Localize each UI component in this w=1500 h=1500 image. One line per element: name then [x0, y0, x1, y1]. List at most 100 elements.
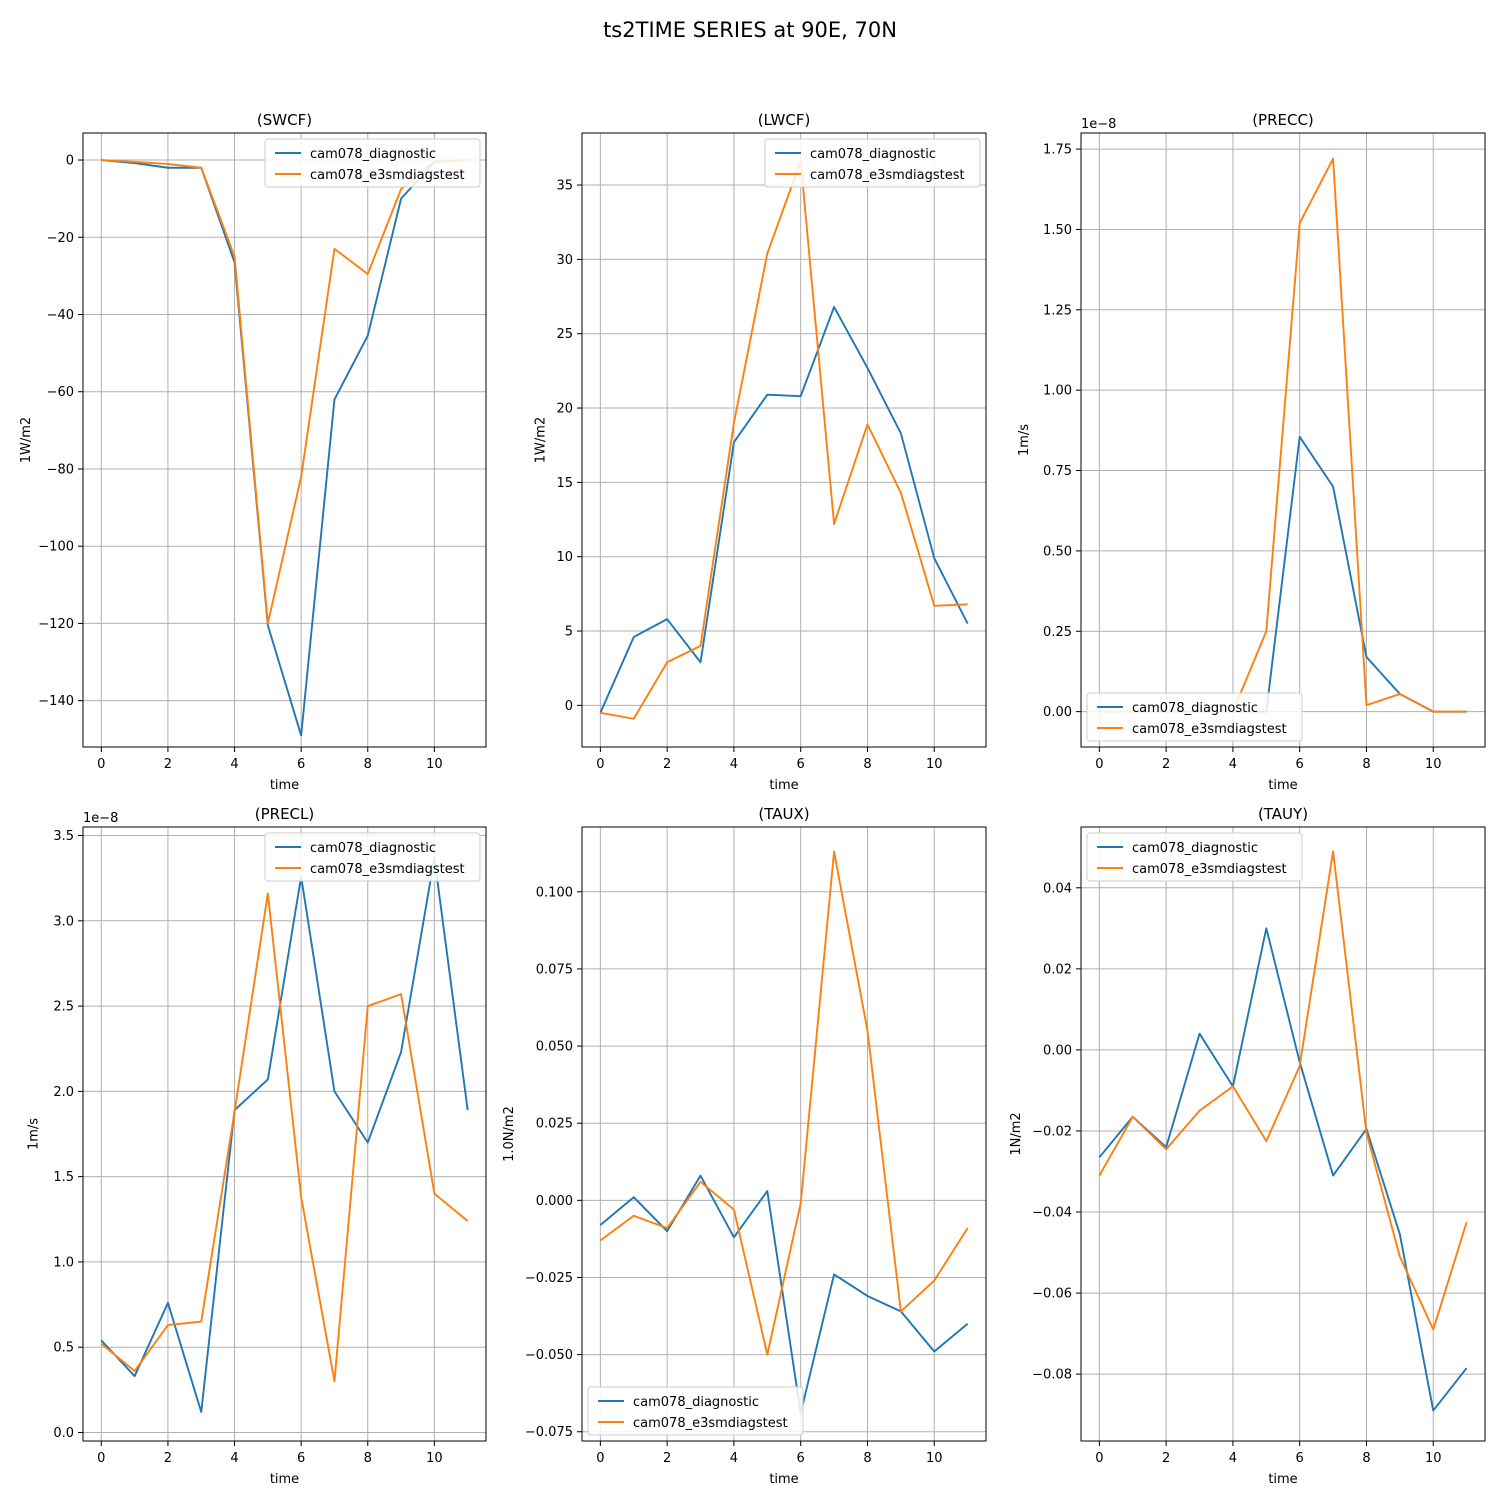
subplot-tauy: 0 2 4 6 8 10 −0.08 −0.06 −0.04 −0.02 0.00 0.02 0.04 (… [1009, 805, 1486, 1487]
x-tick-label: 10 [426, 757, 443, 772]
series-line-1 [101, 159, 468, 737]
legend-box [264, 832, 481, 882]
series-line-2 [100, 892, 469, 1383]
y-tick-label: −60 [47, 385, 74, 400]
subplot-swcf: 0 2 4 6 8 10 −140 −120 −100 −80 −60 −40 −20 0 (SWCF) ti… [19, 111, 487, 793]
x-tick-label: 10 [926, 757, 943, 772]
y-tick-label: −0.04 [1032, 1206, 1072, 1221]
x-tick-label: 6 [297, 1451, 305, 1466]
x-tick-label: 2 [1162, 757, 1170, 772]
legend: cam078_diagnostic cam078_e3smdiagstest [764, 138, 981, 188]
y-tick-label: 1.25 [1043, 303, 1072, 318]
legend-label: cam078_e3smdiagstest [633, 1416, 788, 1431]
x-tick-label: 2 [1162, 1451, 1170, 1466]
y-tick-label: 20 [556, 402, 573, 417]
y-tick-label: −0.02 [1032, 1124, 1072, 1139]
x-axis-label: time [270, 1472, 299, 1487]
legend-box [1086, 692, 1303, 742]
legend-label: cam078_e3smdiagstest [310, 862, 465, 877]
y-axis-label: 1.0N/m2 [502, 1106, 517, 1162]
y-tick-label: 35 [556, 179, 573, 194]
x-tick-label: 8 [364, 757, 372, 772]
y-tick-label: 0.25 [1043, 625, 1072, 640]
x-tick-label: 0 [596, 1451, 604, 1466]
x-tick-label: 0 [97, 1451, 105, 1466]
axes-frame [581, 132, 987, 748]
y-tick-label: 0.100 [536, 885, 573, 900]
legend-label: cam078_e3smdiagstest [1132, 722, 1287, 737]
y-tick-label: −100 [38, 540, 74, 555]
legend-label: cam078_diagnostic [633, 1395, 759, 1410]
y-tick-label: −80 [47, 462, 74, 477]
y-tick-label: 0.0 [53, 1426, 74, 1441]
x-tick-label: 10 [1425, 757, 1442, 772]
series-line-2 [600, 160, 968, 720]
y-tick-label: 10 [556, 550, 573, 565]
x-tick-label: 8 [1362, 1451, 1370, 1466]
series-line-1 [599, 305, 969, 714]
x-tick-label: 4 [730, 757, 738, 772]
y-tick-label: 3.5 [53, 829, 74, 844]
y-tick-label: −0.050 [525, 1348, 573, 1363]
x-axis-label: time [1268, 778, 1297, 793]
x-tick-label: 2 [663, 1451, 671, 1466]
series-line-1 [1098, 927, 1468, 1412]
series-line-2 [1098, 850, 1468, 1331]
y-tick-label: 0.50 [1043, 544, 1072, 559]
legend-label: cam078_diagnostic [810, 147, 936, 162]
x-tick-label: 6 [1296, 1451, 1304, 1466]
x-tick-label: 6 [797, 757, 805, 772]
x-tick-label: 8 [863, 757, 871, 772]
y-tick-label: 0.00 [1043, 1043, 1072, 1058]
y-tick-label: 1.50 [1043, 223, 1072, 238]
subplot-lwcf: 0 2 4 6 8 10 0 5 10 15 20 25 30 35 (LWCF) time 1W/m2 cam0… [533, 111, 987, 793]
y-tick-label: 5 [565, 625, 573, 640]
y-tick-label: 0 [565, 699, 573, 714]
x-tick-label: 8 [1362, 757, 1370, 772]
legend-label: cam078_diagnostic [1132, 841, 1258, 856]
x-tick-label: 4 [230, 1451, 238, 1466]
y-tick-label: 0.050 [536, 1040, 573, 1055]
legend-label: cam078_e3smdiagstest [310, 168, 465, 183]
y-axis-label: 1m/s [27, 1118, 42, 1150]
y-axis-label: 1m/s [1017, 424, 1032, 456]
x-tick-label: 2 [164, 1451, 172, 1466]
y-tick-label: −20 [47, 231, 74, 246]
y-tick-label: 0.04 [1043, 881, 1072, 896]
y-tick-label: −140 [38, 694, 74, 709]
legend-label: cam078_e3smdiagstest [810, 168, 965, 183]
axes-frame [82, 826, 487, 1442]
x-tick-label: 4 [730, 1451, 738, 1466]
subplot-title: (TAUX) [758, 805, 809, 823]
legend-label: cam078_e3smdiagstest [1132, 862, 1287, 877]
x-tick-label: 6 [297, 757, 305, 772]
x-axis-label: time [769, 1472, 798, 1487]
x-tick-label: 0 [596, 757, 604, 772]
axes-frame [1080, 132, 1486, 748]
y-tick-label: 1.75 [1043, 143, 1072, 158]
x-tick-label: 4 [1229, 1451, 1237, 1466]
subplot-precc: 0 2 4 6 8 10 0.00 0.25 0.50 0.75 1.00 1.25 1.50 1.75 1… [1017, 111, 1486, 793]
figure-title: ts2TIME SERIES at 90E, 70N [603, 18, 897, 42]
x-tick-label: 4 [1229, 757, 1237, 772]
y-tick-label: 1.00 [1043, 384, 1072, 399]
y-tick-label: 25 [556, 327, 573, 342]
legend-label: cam078_diagnostic [310, 841, 436, 856]
x-tick-label: 10 [1425, 1451, 1442, 1466]
legend-label: cam078_diagnostic [310, 147, 436, 162]
y-axis-label: 1N/m2 [1009, 1112, 1024, 1155]
y-tick-label: −120 [38, 617, 74, 632]
x-tick-label: 8 [364, 1451, 372, 1466]
legend-box [764, 138, 981, 188]
axis-offset-text: 1e−8 [1081, 117, 1116, 132]
legend: cam078_diagnostic cam078_e3smdiagstest [587, 1386, 804, 1436]
y-tick-label: −0.075 [525, 1425, 573, 1440]
y-tick-label: −40 [47, 308, 74, 323]
y-tick-label: 1.0 [53, 1255, 74, 1270]
axis-offset-text: 1e−8 [83, 811, 118, 826]
x-axis-label: time [270, 778, 299, 793]
y-axis-label: 1W/m2 [19, 417, 34, 463]
x-axis-label: time [1268, 1472, 1297, 1487]
y-tick-label: 1.5 [53, 1170, 74, 1185]
